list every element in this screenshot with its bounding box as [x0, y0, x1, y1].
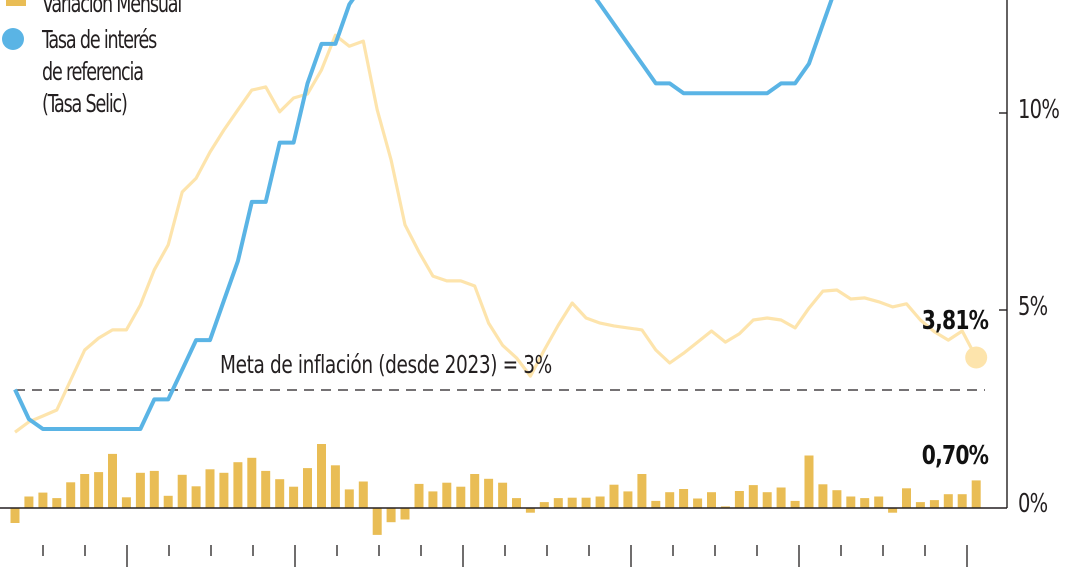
monthly-bar — [623, 491, 633, 508]
monthly-bar — [651, 500, 661, 508]
monthly-bar — [372, 508, 382, 535]
monthly-bar — [358, 481, 368, 508]
y-tick-label-5: 5% — [1018, 292, 1048, 322]
monthly-bar — [38, 492, 48, 508]
monthly-bar — [400, 508, 410, 520]
monthly-variation-bars — [10, 444, 981, 535]
monthly-bar — [595, 496, 605, 508]
monthly-bar — [177, 474, 187, 508]
monthly-bar — [818, 484, 828, 508]
legend-label-selic-line3: (Tasa Selic) — [42, 89, 128, 118]
monthly-bar — [665, 492, 675, 508]
monthly-bar — [498, 482, 508, 508]
monthly-bar — [609, 484, 619, 508]
monthly-bar — [804, 455, 814, 508]
monthly-bar — [693, 498, 703, 508]
monthly-bar — [24, 496, 34, 508]
monthly-bar — [637, 474, 647, 508]
monthly-bar — [484, 478, 494, 508]
monthly-bar — [135, 472, 145, 508]
legend-item-monthly: Variación Mensual — [0, 0, 400, 28]
circle-swatch-icon — [2, 28, 24, 50]
monthly-bar — [428, 491, 438, 508]
monthly-bar — [108, 453, 117, 508]
monthly-bar — [679, 489, 689, 508]
monthly-bar — [52, 498, 62, 508]
y-tick-label-10: 10% — [1018, 95, 1060, 125]
monthly-bar — [553, 498, 563, 508]
inflation-target-label: Meta de inflación (desde 2023) = 3% — [220, 350, 552, 379]
monthly-bar — [456, 486, 466, 508]
monthly-bar — [470, 474, 480, 508]
monthly-bar — [846, 496, 856, 508]
legend-label-monthly: Variación Mensual — [42, 0, 182, 18]
monthly-bar — [414, 483, 424, 508]
monthly-bar — [748, 485, 758, 508]
monthly-bar — [512, 498, 521, 508]
monthly-bar — [330, 465, 340, 508]
monthly-bar — [874, 496, 884, 508]
monthly-bar — [539, 502, 549, 508]
legend-item-selic: Tasa de interés de referencia (Tasa Seli… — [0, 24, 400, 134]
monthly-bar — [707, 492, 716, 508]
legend-label-selic-line2: de referencia — [42, 57, 144, 86]
monthly-bar — [191, 486, 201, 508]
monthly-bar — [929, 500, 939, 508]
monthly-bar — [303, 468, 312, 508]
selic-rate-line — [13, 0, 834, 431]
monthly-bar — [971, 480, 981, 508]
monthly-bar — [163, 495, 173, 508]
monthly-bar — [525, 508, 535, 513]
monthly-bar — [776, 487, 786, 508]
monthly-bar — [344, 489, 354, 508]
monthly-bar — [915, 502, 925, 508]
monthly-bar — [261, 470, 271, 508]
monthly-bar — [233, 462, 243, 508]
monthly-bar — [205, 469, 215, 508]
monthly-bar — [567, 497, 577, 508]
monthly-bar — [80, 474, 90, 508]
monthly-bar — [121, 497, 131, 508]
monthly-bar — [442, 482, 452, 508]
monthly-bar — [943, 494, 953, 508]
monthly-bar — [957, 494, 967, 508]
monthly-bar — [317, 444, 326, 508]
monthly-bar — [720, 506, 730, 508]
monthly-bar — [860, 498, 870, 508]
annual-inflation-line — [14, 33, 978, 434]
monthly-bar — [289, 486, 299, 508]
monthly-bar — [790, 500, 800, 508]
y-tick-label-0: 0% — [1018, 489, 1048, 519]
monthly-bar — [66, 482, 76, 508]
monthly-bar — [832, 490, 842, 508]
annual-inflation-end-dot — [965, 346, 988, 369]
monthly-bar — [888, 508, 898, 513]
monthly-bar — [149, 470, 159, 508]
x-axis-ticks — [42, 545, 968, 567]
monthly-bar — [275, 479, 285, 508]
monthly-bar — [762, 492, 772, 508]
monthly-bar — [581, 497, 591, 508]
monthly-bar — [386, 508, 396, 523]
monthly-bar — [902, 488, 911, 509]
monthly-variation-callout: 0,70% — [921, 441, 989, 471]
legend-label-selic-line1: Tasa de interés — [42, 25, 157, 54]
monthly-bar — [247, 457, 257, 508]
monthly-bar — [10, 508, 20, 523]
annual-inflation-callout: 3,81% — [921, 306, 989, 336]
monthly-bar — [734, 491, 744, 508]
square-swatch-icon — [6, 0, 26, 6]
monthly-bar — [94, 472, 104, 508]
monthly-bar — [219, 472, 229, 508]
